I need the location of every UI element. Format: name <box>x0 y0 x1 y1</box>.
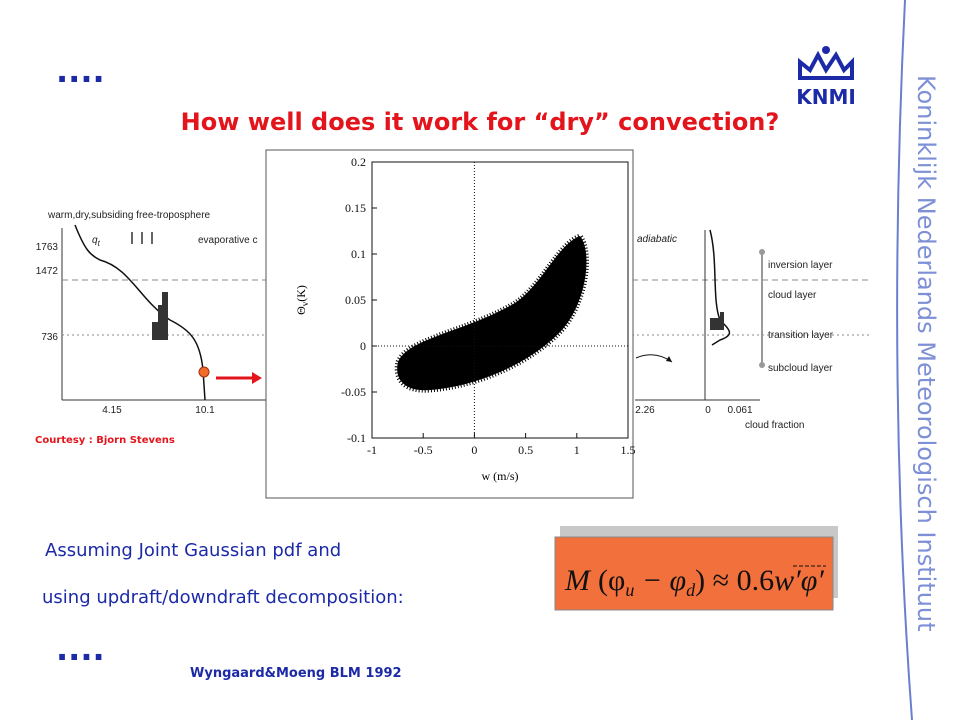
x-tick-label: 1 <box>574 443 580 457</box>
formula-part: u <box>625 580 634 600</box>
body-text: Assuming Joint Gaussian pdf and <box>45 540 341 561</box>
y-tick-label: 0.15 <box>345 201 366 215</box>
x-tick-label: 0 <box>471 443 477 457</box>
x-tick-label: -1 <box>367 443 377 457</box>
scatter-cloud <box>394 233 589 393</box>
formula-part: ≈ 0.6 <box>705 564 774 597</box>
y-tick-label: 0.05 <box>345 293 366 307</box>
formula-box <box>554 536 834 611</box>
fig-label: t <box>98 239 101 248</box>
y-tick-label: 0.2 <box>351 155 366 169</box>
layer-label: inversion layer <box>768 260 833 271</box>
credit: Courtesy : Bjorn Stevens <box>35 435 175 446</box>
body-text: using updraft/downdraft decomposition: <box>42 587 404 608</box>
layer-label: transition layer <box>768 330 834 341</box>
fig-label: 2.26 <box>635 405 655 416</box>
fig-label: qt <box>92 235 101 248</box>
x-tick-label: -0.5 <box>414 443 433 457</box>
fig-label: 1472 <box>36 266 59 277</box>
fig-label: 0.061 <box>727 405 752 416</box>
logo-text: KNMI <box>796 85 856 109</box>
fig-label: cloud fraction <box>745 420 804 431</box>
inset-frame <box>265 149 634 499</box>
formula-part: M <box>564 564 592 597</box>
formula-part: w′φ′ <box>774 564 824 597</box>
dots: .... <box>56 630 105 668</box>
fig-label: q <box>92 235 98 246</box>
y-axis-label: v <box>300 301 310 306</box>
scatter-inset: w (m/s) Θv(K) -1 -0.5 0 0.5 1 1.5 -0.1 -0.05 0 0.… <box>265 149 636 499</box>
y-axis-label: Θ <box>294 306 308 315</box>
fig-label: 4.15 <box>102 405 122 416</box>
x-axis-label: w (m/s) <box>482 469 519 483</box>
y-tick-label: 0.1 <box>351 247 366 261</box>
formula-part: ) <box>695 564 705 597</box>
y-tick-label: -0.1 <box>347 431 366 445</box>
formula-part: − φ <box>634 564 686 597</box>
fig-label: 1763 <box>36 242 59 253</box>
x-tick-label: 0.5 <box>518 443 533 457</box>
formula-part: (φ <box>598 564 625 597</box>
background-figure: warm,dry,subsiding free-troposphere evap… <box>35 210 870 446</box>
fig-label: adiabatic <box>637 234 677 245</box>
y-tick-label: -0.05 <box>341 385 366 399</box>
side-curve <box>896 0 913 720</box>
title: How well does it work for “dry” convecti… <box>181 108 780 136</box>
fig-label: 736 <box>41 332 58 343</box>
dots: .... <box>56 52 105 90</box>
fig-label: 0 <box>705 405 711 416</box>
x-tick-label: 1.5 <box>621 443 636 457</box>
side-text: Koninklijk Nederlands Meteorologisch Ins… <box>912 75 940 632</box>
layer-label: cloud layer <box>768 290 817 301</box>
formula-part: d <box>686 580 696 600</box>
fig-label: evaporative c <box>198 235 257 246</box>
reference: Wyngaard&Moeng BLM 1992 <box>190 666 402 681</box>
formula: M (φu − φd) ≈ 0.6w′φ′ <box>564 564 824 600</box>
fig-label: 10.1 <box>195 405 215 416</box>
layer-label: subcloud layer <box>768 363 833 374</box>
fig-label: warm,dry,subsiding free-troposphere <box>47 210 211 221</box>
logo: KNMI <box>796 46 856 109</box>
y-axis-label: (K) <box>294 285 308 302</box>
y-axis-label: Θv(K) <box>294 285 310 315</box>
y-tick-label: 0 <box>360 339 366 353</box>
